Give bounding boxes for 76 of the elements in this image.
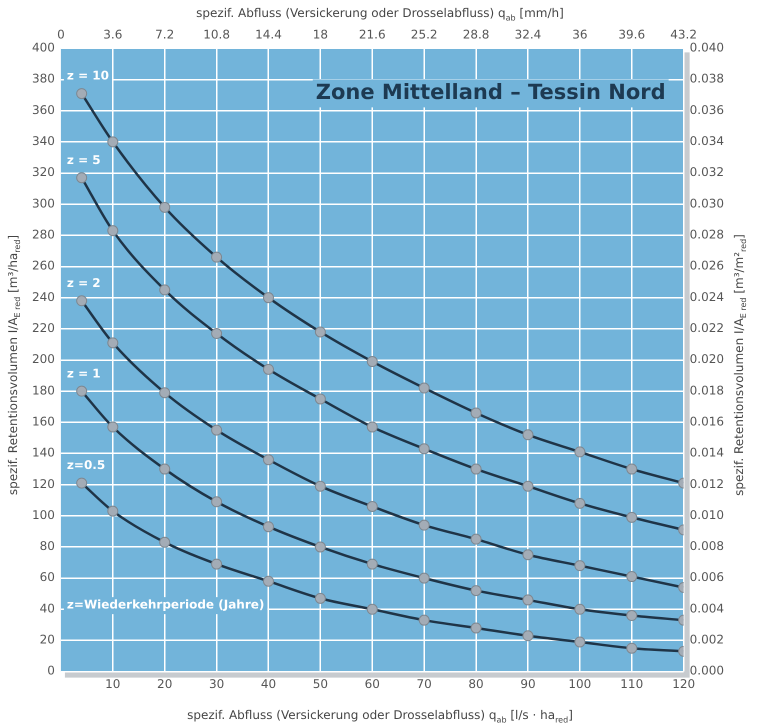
y2-tick-label: 0.002 (690, 632, 724, 647)
x2-tick-label: 21.6 (358, 27, 386, 42)
x2-tick-label: 0 (57, 27, 65, 42)
y-tick-label: 340 (32, 134, 55, 148)
x2-tick-label: 25.2 (410, 27, 438, 42)
y-tick-label: 0 (47, 664, 55, 678)
y2-tick-label: 0.034 (690, 134, 724, 148)
y2-tick-label: 0.032 (690, 165, 724, 180)
x2-tick-label: 7.2 (155, 27, 174, 42)
y-tick-label: 120 (32, 476, 55, 491)
x2-tick-label: 18 (312, 27, 328, 42)
x2-tick-label: 36 (572, 27, 588, 42)
y-tick-label: 80 (40, 539, 55, 554)
y-tick-label: 400 (32, 40, 55, 55)
y2-tick-label: 0.004 (690, 601, 724, 616)
y-tick-label: 220 (32, 320, 55, 335)
y-tick-label: 260 (32, 258, 55, 273)
y2-tick-label: 0.038 (690, 72, 724, 86)
x-tick-label: 120 (672, 676, 696, 691)
y2-tick-label: 0.016 (690, 414, 724, 428)
x2-tick-label: 28.8 (462, 27, 490, 42)
y2-tick-label: 0.018 (690, 383, 724, 398)
y-tick-label: 100 (32, 508, 55, 522)
y2-tick-label: 0.020 (690, 352, 724, 366)
x-tick-label: 90 (520, 676, 536, 691)
y2-tick-label: 0.024 (690, 290, 724, 304)
y2-tick-label: 0.030 (690, 196, 724, 210)
x-tick-label: 100 (568, 676, 592, 691)
x2-axis-title: spezif. Abfluss (Versickerung oder Drosselabfluss) q$_{ab}$ [mm/h] (195, 6, 565, 22)
x-axis-title: spezif. Abfluss (Versickerung oder Drosselabfluss) q$_{ab}$ [l/s · ha$_{red}$] (186, 708, 574, 724)
y-tick-label: 40 (40, 601, 55, 616)
x-tick-label: 60 (364, 676, 380, 691)
annotation: z=Wiederkehrperiode (Jahre) (66, 598, 264, 612)
x2-tick-label: 10.8 (203, 27, 230, 42)
y2-tick-label: 0.028 (690, 227, 724, 242)
y-tick-label: 300 (32, 196, 55, 210)
y-tick-label: 60 (40, 570, 55, 584)
y-tick-label: 320 (32, 165, 55, 180)
series-label: z = 5 (66, 152, 101, 167)
y2-tick-label: 0.006 (690, 570, 724, 584)
y-tick-label: 360 (32, 102, 55, 117)
y2-tick-label: 0.036 (690, 102, 724, 117)
y-tick-label: 200 (32, 352, 55, 366)
x-tick-label: 80 (468, 676, 484, 691)
y2-tick-label: 0.014 (690, 446, 724, 460)
series-label: z = 1 (66, 366, 101, 380)
y-tick-label: 240 (32, 290, 55, 304)
x2-tick-label: 32.4 (514, 27, 542, 42)
x2-tick-label: 14.4 (255, 27, 282, 42)
y2-tick-label: 0.026 (690, 258, 724, 273)
x-tick-label: 30 (208, 676, 224, 691)
y-tick-label: 180 (32, 383, 55, 398)
series-label: z = 10 (66, 68, 109, 83)
x-tick-label: 50 (312, 676, 328, 691)
y2-tick-label: 0.022 (690, 320, 724, 335)
series-label: z=0.5 (66, 458, 106, 472)
y-tick-label: 160 (32, 414, 55, 428)
x2-tick-label: 39.6 (618, 27, 646, 42)
y2-tick-label: 0.040 (690, 40, 724, 55)
y-tick-label: 380 (32, 72, 55, 86)
y2-tick-label: 0.008 (690, 539, 724, 554)
x-tick-label: 10 (105, 676, 120, 691)
y2-tick-label: 0.000 (690, 664, 724, 678)
x-tick-label: 70 (416, 676, 432, 691)
x-tick-label: 110 (620, 676, 644, 691)
x-tick-label: 40 (260, 676, 276, 691)
series-label: z = 2 (66, 276, 101, 290)
x2-tick-label: 3.6 (103, 27, 122, 42)
y2-tick-label: 0.012 (690, 476, 724, 491)
text: Zone Mittelland – Tessin Nord (316, 80, 666, 104)
x-tick-label: 20 (157, 676, 172, 691)
y-tick-label: 280 (32, 227, 55, 242)
y-tick-label: 20 (40, 632, 55, 647)
x2-tick-label: 43.2 (670, 27, 698, 42)
y-tick-label: 140 (32, 446, 55, 460)
y2-tick-label: 0.010 (690, 508, 724, 522)
